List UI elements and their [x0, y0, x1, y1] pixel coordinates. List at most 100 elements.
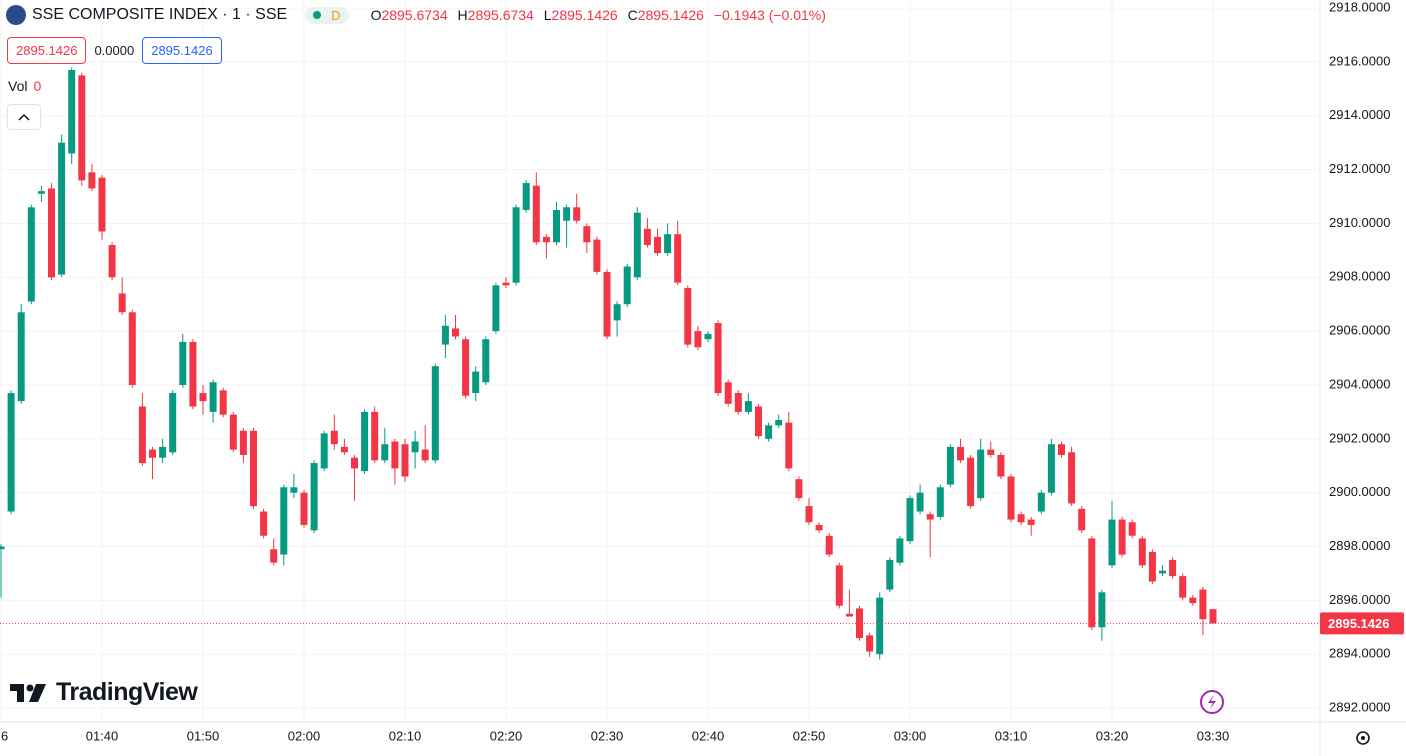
candle-body [27, 207, 35, 302]
candle-body [977, 449, 985, 499]
candle-body [563, 207, 571, 221]
candle-body [149, 449, 156, 458]
candle-body [88, 172, 96, 189]
x-tick-label: 6 [1, 728, 8, 743]
candle-body [694, 331, 702, 348]
y-tick-label: 2902.0000 [1329, 430, 1390, 445]
candle-body [179, 341, 187, 385]
candle-body [17, 312, 25, 402]
candle-body [1017, 514, 1025, 523]
candle-body [1098, 592, 1106, 628]
candle-body [593, 239, 601, 272]
chevron-icon [18, 113, 30, 121]
candle-body [916, 492, 924, 512]
y-tick-label: 2896.0000 [1329, 592, 1390, 607]
candle-body [1078, 508, 1086, 531]
candle-body [1047, 444, 1055, 493]
candle-body [502, 282, 510, 286]
candle-body [542, 236, 550, 243]
candle-body [623, 266, 631, 305]
x-tick-label: 01:40 [86, 728, 119, 743]
candle-body [856, 608, 863, 639]
candle-body [886, 559, 894, 590]
candle-body [361, 411, 369, 472]
status-dot [313, 11, 322, 19]
candle-body [674, 234, 682, 283]
candle-body [108, 244, 116, 278]
candle-body [1108, 519, 1116, 566]
candle-body [583, 226, 591, 243]
logo: TradingView [10, 678, 198, 707]
symbol-title[interactable]: SSE COMPOSITE INDEX · 1 · SSE [32, 6, 288, 23]
spread: 0.0000 [94, 43, 135, 58]
candle-body [1169, 559, 1177, 577]
candle-body [724, 382, 732, 404]
candle-body [1199, 589, 1207, 620]
y-tick-label: 2916.0000 [1329, 53, 1390, 68]
candle-body [866, 635, 874, 652]
candle-body [876, 597, 884, 655]
candle-body [795, 479, 803, 499]
y-tick-label: 2900.0000 [1329, 484, 1390, 499]
candle-body [845, 613, 853, 617]
candle-body [340, 446, 348, 453]
symbol-icon [6, 5, 26, 25]
candle-body [229, 414, 237, 450]
candle-body [441, 325, 449, 345]
settings-icon-core [1361, 736, 1365, 740]
sell-button[interactable]: 2895.1426 [7, 37, 87, 64]
candle-body [1007, 476, 1015, 520]
ohlc-letter: O [370, 7, 382, 23]
candle-body [128, 312, 136, 385]
candle-body [351, 457, 358, 469]
ohlc-value: 2895.1426 [637, 7, 704, 23]
trade-row: 2895.1426 0.0000 2895.1426 [7, 37, 222, 64]
x-tick-label: 02:00 [288, 728, 321, 743]
candle-body [68, 69, 76, 154]
candle-body [997, 454, 1005, 477]
candle-body [1118, 519, 1126, 555]
candle-body [159, 446, 167, 458]
candle-body [7, 393, 15, 512]
candle-body [714, 323, 722, 394]
candle-body [734, 393, 742, 412]
candle-body [492, 285, 500, 332]
candle-body [371, 411, 379, 461]
candle-body [744, 401, 752, 412]
candle-body [472, 371, 480, 394]
y-tick-label: 2906.0000 [1329, 323, 1390, 338]
candle-body [926, 514, 934, 520]
volume-legend: Vol 0 [8, 78, 41, 94]
candle-body [411, 441, 419, 453]
y-tick-label: 2898.0000 [1329, 538, 1390, 553]
candle-body [330, 430, 338, 445]
volume-value: 0 [33, 78, 42, 94]
settings-icon[interactable] [1356, 731, 1370, 745]
candle-body [37, 191, 45, 194]
ohlc-letter: H [457, 7, 468, 23]
candle-body [381, 444, 389, 461]
candle-body [219, 390, 227, 415]
candle-body [118, 293, 126, 313]
candle-body [280, 487, 288, 555]
header: SSE COMPOSITE INDEX · 1 · SSE D O2895.67… [6, 5, 832, 25]
candle-body [250, 430, 257, 507]
candle-body [654, 236, 661, 254]
candle-body [138, 406, 146, 464]
x-tick-label: 03:30 [1197, 728, 1230, 743]
candle-body [189, 341, 197, 407]
market-badge: D [305, 6, 349, 24]
candle-body [532, 185, 540, 243]
y-tick-label: 2908.0000 [1329, 269, 1390, 284]
candles [0, 67, 1217, 660]
ohlc-letter: L [543, 7, 552, 23]
buy-button[interactable]: 2895.1426 [142, 37, 222, 64]
candle-body [825, 535, 833, 555]
candle-body [967, 457, 975, 507]
candle-body [755, 406, 762, 437]
candle-body [946, 446, 954, 485]
candle-body [684, 288, 692, 345]
collapse-button[interactable] [7, 104, 41, 130]
